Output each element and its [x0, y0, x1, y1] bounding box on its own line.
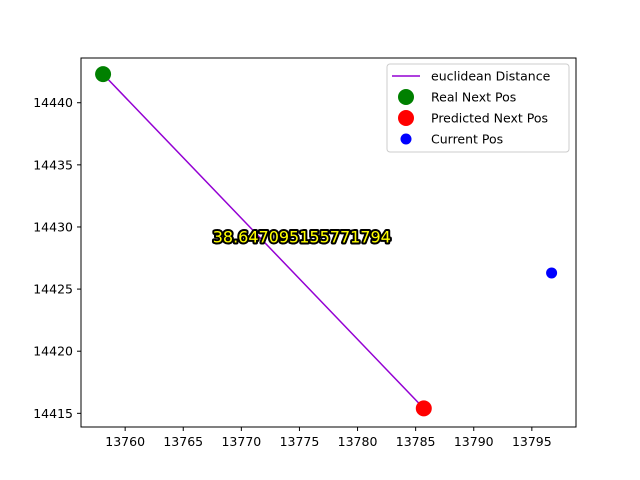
- legend-label-predicted-next-pos: Predicted Next Pos: [431, 111, 548, 126]
- x-tick-label: 13785: [396, 434, 436, 449]
- legend-label-euclidean-distance: euclidean Distance: [431, 69, 551, 84]
- legend-label-current-pos: Current Pos: [431, 132, 503, 147]
- x-tick-label: 13760: [105, 434, 145, 449]
- y-tick-label: 14435: [33, 157, 73, 172]
- y-tick-label: 14425: [33, 282, 73, 297]
- axes-frame: [80, 57, 577, 428]
- series-line-euclidean-distance: [102, 73, 425, 409]
- y-tick-label: 14415: [33, 406, 73, 421]
- x-tick-label: 13780: [338, 434, 378, 449]
- x-tick-label: 13775: [280, 434, 320, 449]
- legend-marker-real-next-pos: [398, 89, 414, 105]
- legend-marker-predicted-next-pos: [398, 110, 414, 126]
- x-tick-label: 13765: [163, 434, 203, 449]
- y-tick-label: 14430: [33, 219, 73, 234]
- x-tick-label: 13770: [221, 434, 261, 449]
- y-tick-label: 14440: [33, 95, 73, 110]
- axes-layer: 13760 13765 13770 13775 13780 13785 13790 13795…: [33, 57, 577, 449]
- legend-marker-current-pos: [400, 133, 412, 145]
- legend-label-real-next-pos: Real Next Pos: [431, 90, 516, 105]
- data-point-predicted-next-pos: [415, 400, 432, 417]
- data-point-real-next-pos: [95, 66, 112, 83]
- x-tick-label: 13790: [454, 434, 494, 449]
- data-point-current-pos: [546, 267, 558, 279]
- y-tick-label: 14420: [33, 344, 73, 359]
- x-tick-label: 13795: [512, 434, 552, 449]
- distance-annotation: 38.647095155771794: [213, 227, 391, 246]
- legend-box: [386, 63, 570, 153]
- plot-layer: 38.647095155771794: [95, 66, 558, 417]
- legend: euclidean Distance Real Next Pos Predicted…: [386, 63, 570, 153]
